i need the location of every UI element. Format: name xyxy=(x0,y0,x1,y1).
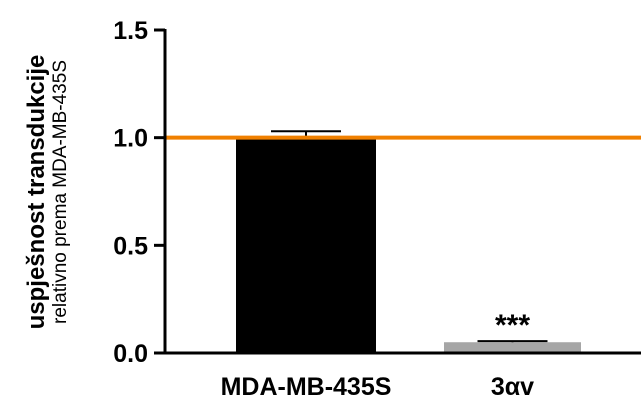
significance-label-1: *** xyxy=(495,309,530,342)
y-tick-label-2: 1.0 xyxy=(113,125,148,153)
y-tick-label-1: 0.5 xyxy=(113,232,148,260)
y-axis-title: uspješnost transdukcije relativno prema … xyxy=(23,55,71,330)
x-tick-label-0: MDA-MB-435S xyxy=(221,373,392,401)
bar-1 xyxy=(444,342,581,353)
y-tick-label-3: 1.5 xyxy=(113,17,148,45)
bar-0 xyxy=(236,137,376,353)
y-tick-label-0: 0.0 xyxy=(113,340,148,368)
x-tick-label-1: 3αv xyxy=(491,373,534,401)
y-axis-sublabel: relativno prema MDA-MB-435S xyxy=(50,60,71,324)
y-axis-label: uspješnost transdukcije xyxy=(23,55,50,330)
plot-area: MDA-MB-435S *** 3αv 0.0 0.5 1.0 1.5 xyxy=(113,17,641,401)
